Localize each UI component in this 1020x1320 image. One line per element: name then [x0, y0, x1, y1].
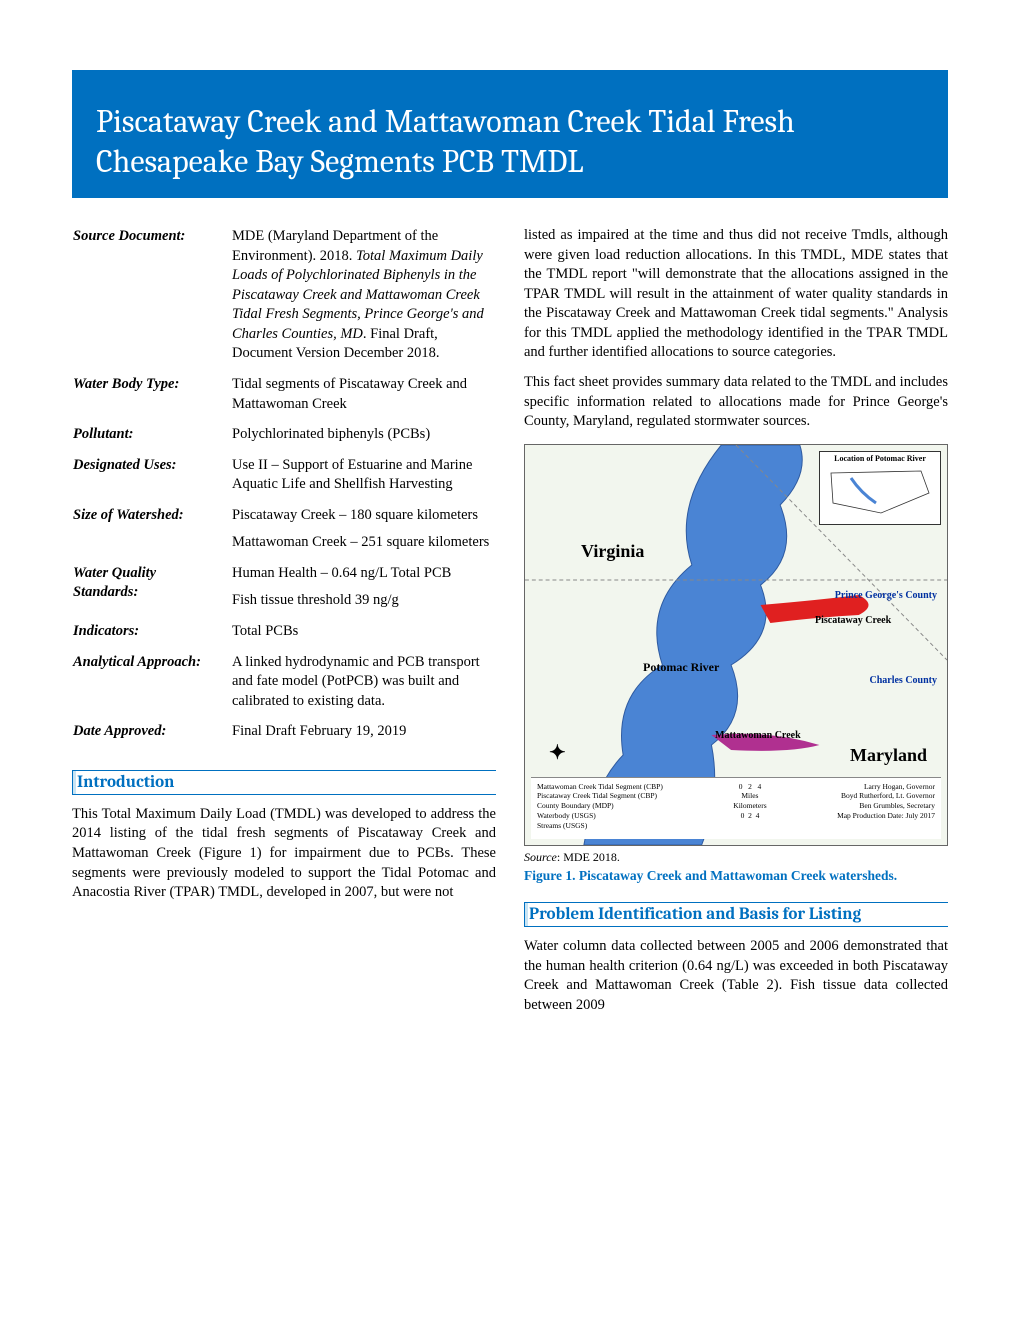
meta-value-line: Polychlorinated biphenyls (PCBs) [232, 425, 495, 445]
gov-3: Ben Grumbles, Secretary [837, 801, 935, 811]
col2-paragraph-1: listed as impaired at the time and thus … [524, 226, 948, 363]
meta-value-line: Use II – Support of Estuarine and Marine… [232, 456, 495, 495]
figure-caption: Figure 1. Piscataway Creek and Mattawoma… [524, 867, 948, 885]
legend-item-2: Piscataway Creek Tidal Segment (CBP) [537, 791, 663, 801]
page: Piscataway Creek and Mattawoman Creek Ti… [0, 0, 1020, 1320]
meta-row: Analytical Approach:A linked hydrodynami… [72, 652, 496, 722]
title-banner: Piscataway Creek and Mattawoman Creek Ti… [72, 70, 948, 198]
meta-row: Water Body Type:Tidal segments of Piscat… [72, 374, 496, 424]
label-charles: Charles County [869, 675, 937, 686]
meta-value: Use II – Support of Estuarine and Marine… [231, 455, 496, 505]
label-maryland: Maryland [850, 745, 927, 766]
legend-left: Mattawoman Creek Tidal Segment (CBP) Pis… [537, 782, 663, 835]
left-column: Source Document:MDE (Maryland Department… [72, 226, 496, 1025]
metadata-table: Source Document:MDE (Maryland Department… [72, 226, 496, 752]
section-heading-problem: Problem Identification and Basis for Lis… [524, 902, 948, 927]
page-title: Piscataway Creek and Mattawoman Creek Ti… [96, 102, 924, 182]
meta-value: Final Draft February 19, 2019 [231, 721, 496, 752]
map-inset: Location of Potomac River [819, 451, 941, 525]
map-date: Map Production Date: July 2017 [837, 811, 935, 821]
map-legend: Mattawoman Creek Tidal Segment (CBP) Pis… [531, 777, 941, 839]
figure-source-text: : MDE 2018. [557, 850, 620, 864]
figure-1: Location of Potomac River Virginia Maryl… [524, 444, 948, 885]
meta-value: Piscataway Creek – 180 square kilometers… [231, 505, 496, 563]
legend-item-4: Waterbody (USGS) [537, 811, 663, 821]
meta-row: Water Quality Standards:Human Health – 0… [72, 563, 496, 621]
meta-label: Water Body Type: [72, 374, 231, 424]
meta-row: Indicators:Total PCBs [72, 621, 496, 652]
two-column-layout: Source Document:MDE (Maryland Department… [72, 226, 948, 1025]
meta-row: Size of Watershed:Piscataway Creek – 180… [72, 505, 496, 563]
legend-center: 0 2 4 Miles Kilometers 0 2 4 [733, 782, 766, 835]
legend-item-3: County Boundary (MDP) [537, 801, 663, 811]
meta-value: A linked hydrodynamic and PCB transport … [231, 652, 496, 722]
problem-paragraph-1: Water column data collected between 2005… [524, 937, 948, 1015]
section-heading-introduction: Introduction [72, 770, 496, 795]
meta-value: Total PCBs [231, 621, 496, 652]
meta-label: Designated Uses: [72, 455, 231, 505]
intro-paragraph-1: This Total Maximum Daily Load (TMDL) was… [72, 805, 496, 903]
meta-value-line: Final Draft February 19, 2019 [232, 722, 495, 742]
figure-source-label: Source [524, 850, 557, 864]
meta-value-line: MDE (Maryland Department of the Environm… [232, 227, 495, 364]
meta-row: Date Approved:Final Draft February 19, 2… [72, 721, 496, 752]
meta-label: Source Document: [72, 226, 231, 374]
legend-item-5: Streams (USGS) [537, 821, 663, 831]
meta-value-line: Total PCBs [232, 622, 495, 642]
meta-value-line: A linked hydrodynamic and PCB transport … [232, 653, 495, 712]
label-mattawoman: Mattawoman Creek [715, 730, 801, 741]
scale-km: Kilometers [733, 801, 766, 811]
inset-title: Location of Potomac River [820, 452, 940, 463]
meta-label: Date Approved: [72, 721, 231, 752]
compass-icon: ✦ [549, 740, 566, 765]
meta-value: Polychlorinated biphenyls (PCBs) [231, 424, 496, 455]
scale-miles: Miles [733, 791, 766, 801]
meta-label: Pollutant: [72, 424, 231, 455]
meta-row: Pollutant:Polychlorinated biphenyls (PCB… [72, 424, 496, 455]
meta-value: Human Health – 0.64 ng/L Total PCB Fish t… [231, 563, 496, 621]
meta-row: Designated Uses:Use II – Support of Estu… [72, 455, 496, 505]
meta-value-line: Tidal segments of Piscataway Creek and M… [232, 375, 495, 414]
introduction-body: This Total Maximum Daily Load (TMDL) was… [72, 805, 496, 903]
problem-body: Water column data collected between 2005… [524, 937, 948, 1015]
meta-row: Source Document:MDE (Maryland Department… [72, 226, 496, 374]
meta-label: Indicators: [72, 621, 231, 652]
gov-1: Larry Hogan, Governor [837, 782, 935, 792]
meta-label: Analytical Approach: [72, 652, 231, 722]
right-column: listed as impaired at the time and thus … [524, 226, 948, 1025]
meta-value: MDE (Maryland Department of the Environm… [231, 226, 496, 374]
continuation-body: listed as impaired at the time and thus … [524, 226, 948, 432]
map-image: Location of Potomac River Virginia Maryl… [524, 444, 948, 846]
meta-label: Water Quality Standards: [72, 563, 231, 621]
meta-value-line: Mattawoman Creek – 251 square kilometers [232, 533, 495, 553]
meta-value: Tidal segments of Piscataway Creek and M… [231, 374, 496, 424]
label-piscataway: Piscataway Creek [815, 615, 891, 626]
meta-value-line: Piscataway Creek – 180 square kilometers [232, 506, 495, 526]
label-virginia: Virginia [581, 541, 644, 562]
meta-value-line: Fish tissue threshold 39 ng/g [232, 591, 495, 611]
meta-label: Size of Watershed: [72, 505, 231, 563]
inset-svg [821, 463, 939, 519]
figure-source: Source: MDE 2018. [524, 850, 948, 865]
legend-right: Larry Hogan, Governor Boyd Rutherford, L… [837, 782, 935, 835]
meta-value-line: Human Health – 0.64 ng/L Total PCB [232, 564, 495, 584]
label-potomac: Potomac River [643, 660, 719, 675]
col2-paragraph-2: This fact sheet provides summary data re… [524, 373, 948, 432]
legend-item-1: Mattawoman Creek Tidal Segment (CBP) [537, 782, 663, 792]
gov-2: Boyd Rutherford, Lt. Governor [837, 791, 935, 801]
label-pgc: Prince George's County [835, 590, 937, 601]
